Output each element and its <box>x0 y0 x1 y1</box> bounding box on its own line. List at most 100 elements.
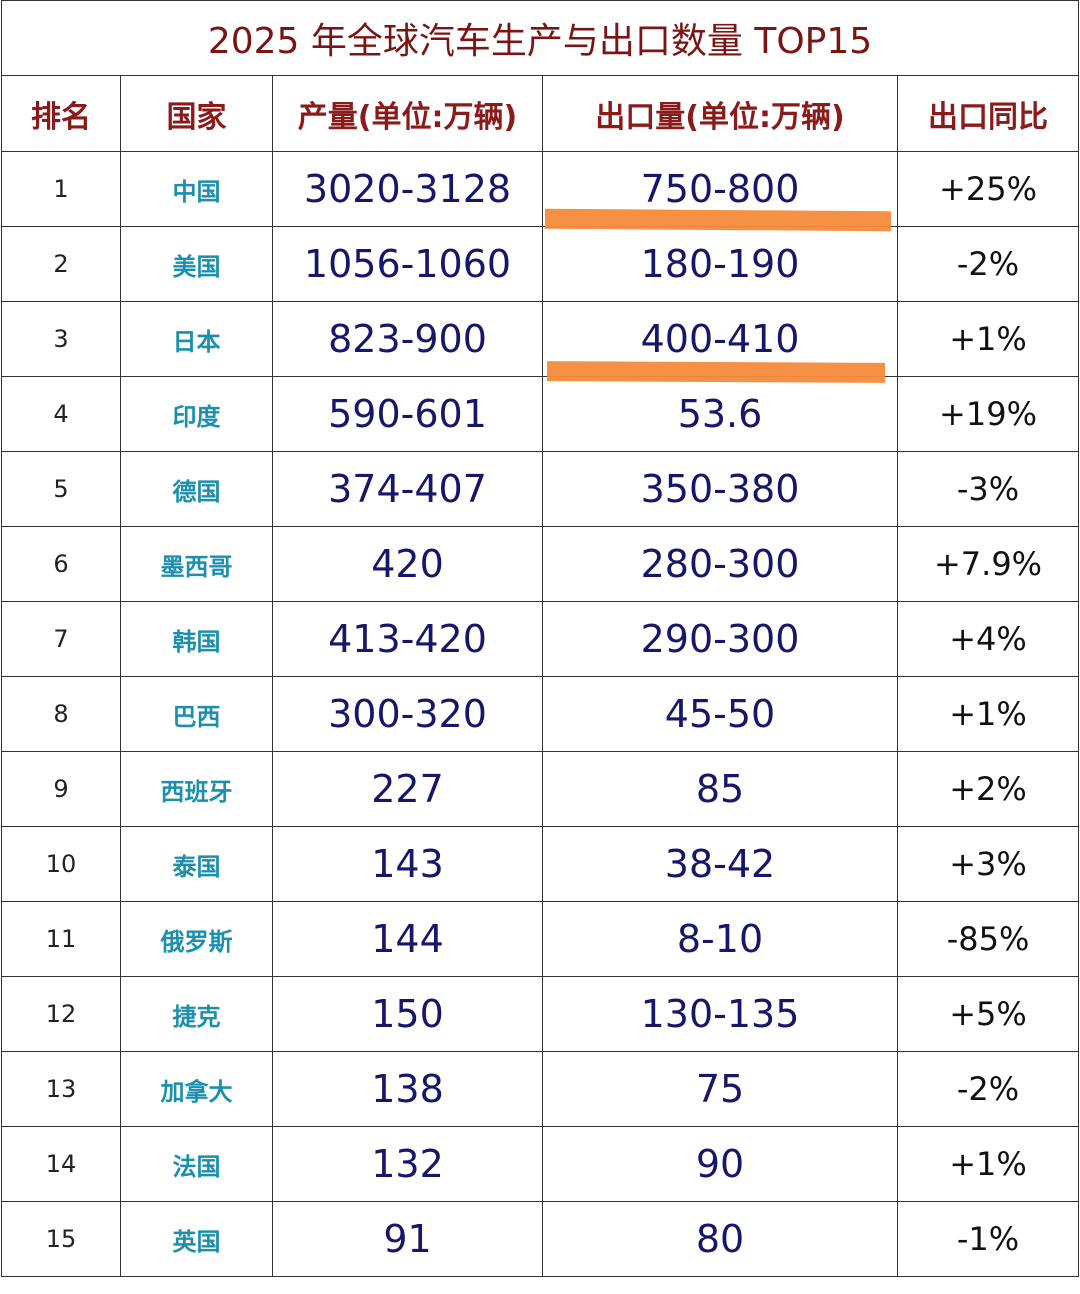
export: 280-300 <box>542 526 898 602</box>
table-row: 14 法国 132 90 +1% <box>1 1126 1080 1202</box>
header-row: 排名 国家 产量(单位:万辆) 出口量(单位:万辆) 出口同比 <box>1 75 1080 152</box>
rank: 12 <box>1 976 121 1052</box>
production: 300-320 <box>272 676 543 752</box>
export: 350-380 <box>542 451 898 527</box>
table-row: 6 墨西哥 420 280-300 +7.9% <box>1 526 1080 602</box>
table-row: 7 韩国 413-420 290-300 +4% <box>1 601 1080 677</box>
table-row: 12 捷克 150 130-135 +5% <box>1 976 1080 1052</box>
table-row: 2 美国 1056-1060 180-190 -2% <box>1 226 1080 302</box>
export: 90 <box>542 1126 898 1202</box>
rank: 9 <box>1 751 121 827</box>
title: 2025 年全球汽车生产与出口数量 TOP15 <box>0 0 1080 76</box>
export: 180-190 <box>542 226 898 302</box>
table-row: 5 德国 374-407 350-380 -3% <box>1 451 1080 527</box>
table-row: 15 英国 91 80 -1% <box>1 1201 1080 1277</box>
production: 227 <box>272 751 543 827</box>
country: 法国 <box>120 1126 273 1202</box>
table-row: 11 俄罗斯 144 8-10 -85% <box>1 901 1080 977</box>
rank: 1 <box>1 151 121 227</box>
table-row: 13 加拿大 138 75 -2% <box>1 1051 1080 1127</box>
export-yoy: +25% <box>896 151 1080 227</box>
export: 290-300 <box>542 601 898 677</box>
country: 巴西 <box>120 676 273 752</box>
rank: 8 <box>1 676 121 752</box>
production: 150 <box>272 976 543 1052</box>
export: 75 <box>542 1051 898 1127</box>
header-cell: 出口同比 <box>896 75 1080 152</box>
header-cell: 排名 <box>1 75 121 152</box>
table-row: 9 西班牙 227 85 +2% <box>1 751 1080 827</box>
rank: 11 <box>1 901 121 977</box>
production: 138 <box>272 1051 543 1127</box>
production: 143 <box>272 826 543 902</box>
production: 590-601 <box>272 376 543 452</box>
export-yoy: -3% <box>896 451 1080 527</box>
rank: 5 <box>1 451 121 527</box>
export-yoy: +3% <box>896 826 1080 902</box>
production: 823-900 <box>272 301 543 377</box>
rank: 14 <box>1 1126 121 1202</box>
header-cell: 国家 <box>120 75 273 152</box>
export: 45-50 <box>542 676 898 752</box>
country: 韩国 <box>120 601 273 677</box>
table-row: 3 日本 823-900 400-410 +1% <box>1 301 1080 377</box>
export: 85 <box>542 751 898 827</box>
rank: 3 <box>1 301 121 377</box>
header-cell: 出口量(单位:万辆) <box>542 75 898 152</box>
production: 420 <box>272 526 543 602</box>
table-row: 4 印度 590-601 53.6 +19% <box>1 376 1080 452</box>
table-row: 8 巴西 300-320 45-50 +1% <box>1 676 1080 752</box>
production: 413-420 <box>272 601 543 677</box>
export-yoy: -85% <box>896 901 1080 977</box>
country: 加拿大 <box>120 1051 273 1127</box>
table-row: 10 泰国 143 38-42 +3% <box>1 826 1080 902</box>
production: 374-407 <box>272 451 543 527</box>
export-yoy: -1% <box>896 1201 1080 1277</box>
export-yoy: -2% <box>896 226 1080 302</box>
export-yoy: +4% <box>896 601 1080 677</box>
export: 130-135 <box>542 976 898 1052</box>
country: 中国 <box>120 151 273 227</box>
export-yoy: +1% <box>896 301 1080 377</box>
production: 1056-1060 <box>272 226 543 302</box>
rank: 15 <box>1 1201 121 1277</box>
country: 美国 <box>120 226 273 302</box>
export: 38-42 <box>542 826 898 902</box>
title-row: 2025 年全球汽车生产与出口数量 TOP15 <box>0 0 1080 76</box>
export-yoy: +5% <box>896 976 1080 1052</box>
rank: 4 <box>1 376 121 452</box>
country: 泰国 <box>120 826 273 902</box>
country: 西班牙 <box>120 751 273 827</box>
export: 8-10 <box>542 901 898 977</box>
country: 墨西哥 <box>120 526 273 602</box>
rank: 2 <box>1 226 121 302</box>
highlight-line <box>546 361 886 383</box>
export-yoy: -2% <box>896 1051 1080 1127</box>
rank: 10 <box>1 826 121 902</box>
country: 德国 <box>120 451 273 527</box>
rank: 7 <box>1 601 121 677</box>
export-yoy: +7.9% <box>896 526 1080 602</box>
export: 53.6 <box>542 376 898 452</box>
export-yoy: +1% <box>896 676 1080 752</box>
country: 捷克 <box>120 976 273 1052</box>
export-yoy: +1% <box>896 1126 1080 1202</box>
country: 印度 <box>120 376 273 452</box>
table-row: 1 中国 3020-3128 750-800 +25% <box>1 151 1080 227</box>
rank: 13 <box>1 1051 121 1127</box>
header-cell: 产量(单位:万辆) <box>272 75 543 152</box>
production: 132 <box>272 1126 543 1202</box>
export-yoy: +2% <box>896 751 1080 827</box>
country: 英国 <box>120 1201 273 1277</box>
country: 俄罗斯 <box>120 901 273 977</box>
production: 91 <box>272 1201 543 1277</box>
export-yoy: +19% <box>896 376 1080 452</box>
rank: 6 <box>1 526 121 602</box>
highlight-line <box>544 208 892 232</box>
country: 日本 <box>120 301 273 377</box>
export: 80 <box>542 1201 898 1277</box>
production: 144 <box>272 901 543 977</box>
